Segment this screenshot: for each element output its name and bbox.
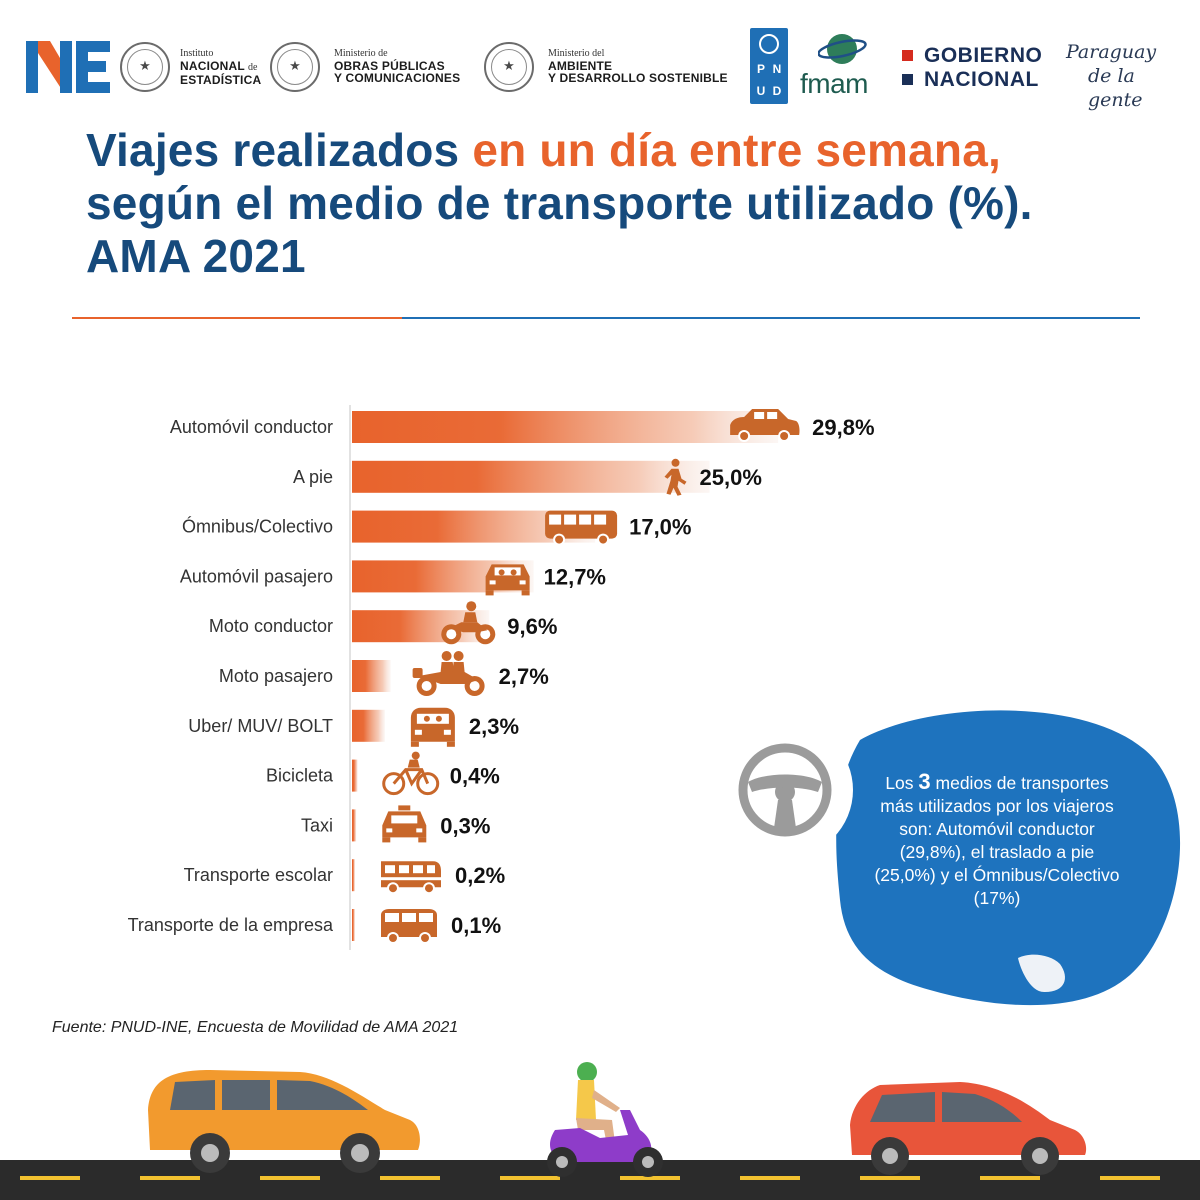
- van-front-icon: [410, 707, 455, 747]
- republic-seal-icon: ★: [270, 42, 320, 92]
- logo-row: ★ Instituto NACIONAL de ESTADÍSTICA ★ Mi…: [26, 28, 1186, 111]
- category-label: Transporte escolar: [184, 865, 333, 885]
- page-title: Viajes realizados en un día entre semana…: [86, 124, 1033, 282]
- motorcycle-icon: [441, 601, 496, 645]
- title-highlight: en un día entre semana,: [472, 124, 1001, 176]
- value-label: 2,7%: [499, 664, 549, 689]
- value-label: 12,7%: [544, 564, 606, 589]
- scooter-rider-illustration: [547, 1062, 663, 1177]
- mades-name: Ministerio del AMBIENTE Y DESARROLLO SOS…: [548, 48, 728, 85]
- ine-ne-logo: [26, 41, 110, 93]
- category-label: Bicicleta: [266, 766, 334, 786]
- bar: [352, 411, 779, 443]
- road-scene: [0, 1062, 1200, 1200]
- category-label: Transporte de la empresa: [128, 915, 334, 935]
- category-label: Moto pasajero: [219, 666, 333, 686]
- bar: [352, 759, 358, 792]
- category-label: Automóvil pasajero: [180, 566, 333, 586]
- motorcycle-passenger-icon: [412, 651, 485, 696]
- bar: [352, 859, 355, 892]
- callout-tail-highlight: [1018, 954, 1065, 993]
- ine-name: Instituto NACIONAL de ESTADÍSTICA: [180, 48, 262, 87]
- category-label: Ómnibus/Colectivo: [182, 516, 333, 537]
- pnud-letter: N: [772, 62, 782, 76]
- pnud-letter: D: [772, 84, 782, 98]
- pnud-logo: P N U D: [750, 28, 788, 104]
- value-label: 0,2%: [455, 863, 505, 888]
- category-label: Uber/ MUV/ BOLT: [188, 716, 333, 736]
- fmam-globe-icon: [818, 34, 867, 64]
- callout-number: 3: [918, 769, 931, 794]
- flag-red-square: [902, 50, 913, 61]
- pnud-letter: U: [756, 84, 766, 98]
- republic-seal-icon: ★: [484, 42, 534, 92]
- bicycle-icon: [382, 751, 440, 796]
- mopc-name: Ministerio de OBRAS PÚBLICAS Y COMUNICAC…: [334, 48, 461, 85]
- orange-minivan-illustration: [148, 1070, 420, 1173]
- callout-bubble: [717, 710, 1181, 1006]
- divider-blue: [402, 317, 1140, 319]
- pnud-letter: P: [756, 62, 765, 76]
- republic-seal-icon: ★: [120, 42, 170, 92]
- un-emblem-icon: [759, 34, 779, 54]
- road-lane-markings: [20, 1176, 1160, 1180]
- value-label: 17,0%: [629, 515, 691, 540]
- bus-icon: [545, 510, 618, 546]
- bar: [352, 460, 710, 493]
- company-van-icon: [381, 909, 437, 944]
- callout-text: Los 3 medios de transportes más utilizad…: [874, 769, 1120, 908]
- value-label: 2,3%: [469, 714, 519, 739]
- value-label: 29,8%: [812, 415, 874, 440]
- divider-orange: [72, 317, 402, 319]
- callout-blob: [836, 710, 1181, 1006]
- taxi-icon: [382, 805, 427, 843]
- value-label: 25,0%: [700, 465, 762, 490]
- value-label: 0,3%: [440, 813, 490, 838]
- car-icon: [730, 409, 800, 442]
- car-front-icon: [485, 564, 530, 596]
- source-note: Fuente: PNUD-INE, Encuesta de Movilidad …: [52, 1019, 459, 1036]
- fmam-logo-text: fmam: [800, 68, 869, 99]
- bar: [352, 909, 355, 941]
- bar: [352, 709, 385, 742]
- bar-chart: Automóvil conductor 29,8% A pie 25,0% Ómnibu…: [128, 405, 875, 950]
- steering-wheel-icon: [738, 743, 832, 837]
- school-bus-icon: [381, 861, 441, 895]
- category-label: Automóvil conductor: [170, 417, 333, 437]
- category-label: Moto conductor: [209, 616, 333, 636]
- walking-person-icon: [664, 458, 687, 496]
- red-car-illustration: [850, 1082, 1087, 1175]
- slogan-paraguay: Paraguay de la gente: [1066, 41, 1157, 111]
- value-label: 9,6%: [507, 614, 557, 639]
- value-label: 0,4%: [450, 764, 500, 789]
- value-label: 0,1%: [451, 913, 501, 938]
- bar: [352, 809, 357, 842]
- category-label: Taxi: [301, 815, 333, 835]
- gobierno-nacional-logo: GOBIERNO NACIONAL: [924, 44, 1043, 91]
- flag-blue-square: [902, 74, 913, 85]
- category-label: A pie: [293, 467, 333, 487]
- bar: [352, 660, 391, 692]
